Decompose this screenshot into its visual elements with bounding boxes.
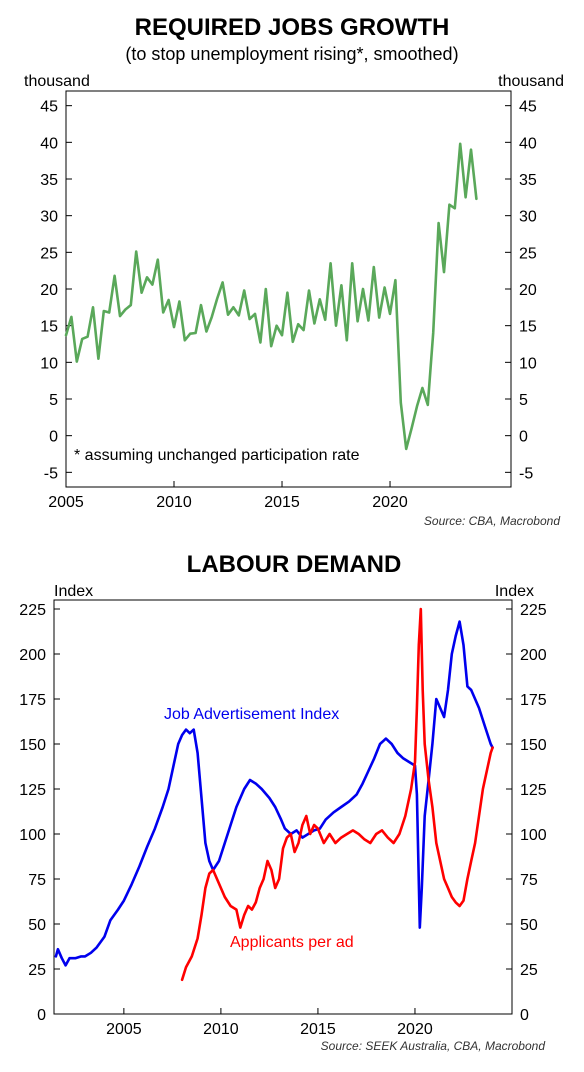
chart1-ytick-label-left: 15 bbox=[40, 319, 58, 336]
chart1-ytick-label-left: 10 bbox=[40, 355, 58, 372]
chart2-ytick-label-left: 200 bbox=[19, 647, 46, 664]
chart1-ytick-label-left: 30 bbox=[40, 209, 58, 226]
chart2-legend-applicants: Applicants per ad bbox=[230, 934, 354, 951]
chart1-ytick-label-left: 45 bbox=[40, 99, 58, 116]
chart2-plot-frame bbox=[53, 599, 513, 1015]
chart2-axes: 0 0 25 25 50 50 75 75 100 100 125 125 150 150 175 175 20… bbox=[19, 602, 547, 1038]
chart2-xtick-label: 2015 bbox=[300, 1021, 336, 1038]
chart1-xtick-label: 2020 bbox=[372, 494, 408, 511]
chart1-series-0-line bbox=[64, 142, 478, 451]
chart1-title: REQUIRED JOBS GROWTH bbox=[135, 14, 450, 41]
chart2-ytick-label-left: 225 bbox=[19, 602, 46, 619]
chart1-ytick-label-right: 5 bbox=[519, 392, 528, 409]
chart2-series bbox=[54, 607, 494, 982]
chart1-ytick-label-left: 40 bbox=[40, 135, 58, 152]
chart1-subtitle: (to stop unemployment rising*, smoothed) bbox=[125, 44, 458, 64]
chart1-ytick-label-right: 40 bbox=[519, 135, 537, 152]
chart1-xtick-label: 2010 bbox=[156, 494, 192, 511]
chart2-ytick-label-left: 25 bbox=[28, 962, 46, 979]
chart2-ytick-label-right: 50 bbox=[520, 917, 538, 934]
chart1-ytick-label-left: 0 bbox=[49, 429, 58, 446]
chart2-series-0-line bbox=[54, 620, 494, 967]
chart2-ytick-label-right: 200 bbox=[520, 647, 547, 664]
chart1-ytick-label-left: 25 bbox=[40, 245, 58, 262]
chart2-legend-job-ads: Job Advertisement Index bbox=[164, 706, 339, 723]
chart2-ytick-label-right: 100 bbox=[520, 827, 547, 844]
chart1-ytick-label-left: -5 bbox=[44, 465, 58, 482]
chart2-ytick-label-right: 75 bbox=[520, 872, 538, 889]
chart2-ytick-label-left: 0 bbox=[37, 1007, 46, 1024]
chart2-ytick-label-left: 100 bbox=[19, 827, 46, 844]
chart2-ylabel-left: Index bbox=[54, 583, 93, 600]
chart2-xtick-label: 2010 bbox=[203, 1021, 239, 1038]
required-jobs-growth-chart: REQUIRED JOBS GROWTH (to stop unemployme… bbox=[24, 14, 564, 528]
chart2-ytick-label-left: 150 bbox=[19, 737, 46, 754]
chart1-ytick-label-right: 30 bbox=[519, 209, 537, 226]
chart1-ytick-label-right: 25 bbox=[519, 245, 537, 262]
chart2-ylabel-right: Index bbox=[495, 583, 534, 600]
chart1-annotation: * assuming unchanged participation rate bbox=[74, 447, 360, 464]
chart2-ytick-label-left: 50 bbox=[28, 917, 46, 934]
chart1-ytick-label-right: 10 bbox=[519, 355, 537, 372]
chart1-ytick-label-left: 5 bbox=[49, 392, 58, 409]
chart2-ytick-label-right: 150 bbox=[520, 737, 547, 754]
chart2-xtick-label: 2005 bbox=[106, 1021, 142, 1038]
chart1-ytick-label-right: 45 bbox=[519, 99, 537, 116]
chart2-ytick-label-right: 0 bbox=[520, 1007, 529, 1024]
chart2-ytick-label-left: 125 bbox=[19, 782, 46, 799]
chart1-ytick-label-right: 0 bbox=[519, 429, 528, 446]
chart1-ytick-label-left: 20 bbox=[40, 282, 58, 299]
chart1-ylabel-right: thousand bbox=[498, 73, 564, 90]
chart1-ytick-label-right: 35 bbox=[519, 172, 537, 189]
chart2-series-1-line bbox=[180, 607, 494, 982]
chart2-ytick-label-right: 175 bbox=[520, 692, 547, 709]
chart2-source: Source: SEEK Australia, CBA, Macrobond bbox=[321, 1039, 546, 1053]
chart2-ytick-label-left: 175 bbox=[19, 692, 46, 709]
chart1-ytick-label-right: 20 bbox=[519, 282, 537, 299]
chart1-xtick-label: 2015 bbox=[264, 494, 300, 511]
chart1-xtick-label: 2005 bbox=[48, 494, 84, 511]
chart2-ytick-label-left: 75 bbox=[28, 872, 46, 889]
chart2-ytick-label-right: 25 bbox=[520, 962, 538, 979]
chart1-ytick-label-right: 15 bbox=[519, 319, 537, 336]
chart2-xtick-label: 2020 bbox=[397, 1021, 433, 1038]
chart2-ytick-label-right: 225 bbox=[520, 602, 547, 619]
chart2-title: LABOUR DEMAND bbox=[187, 551, 402, 578]
chart1-ytick-label-left: 35 bbox=[40, 172, 58, 189]
chart2-ytick-label-right: 125 bbox=[520, 782, 547, 799]
chart1-source: Source: CBA, Macrobond bbox=[424, 514, 560, 528]
labour-demand-chart: LABOUR DEMAND Index Index 0 0 25 25 50 50 75 75… bbox=[19, 551, 547, 1053]
chart1-series bbox=[64, 142, 478, 451]
chart1-ytick-label-right: -5 bbox=[519, 465, 533, 482]
chart1-ylabel-left: thousand bbox=[24, 73, 90, 90]
